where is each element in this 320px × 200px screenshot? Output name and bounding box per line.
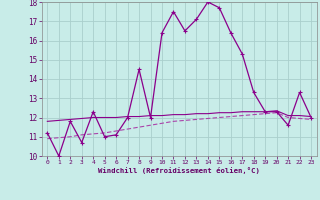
X-axis label: Windchill (Refroidissement éolien,°C): Windchill (Refroidissement éolien,°C) [98,167,260,174]
